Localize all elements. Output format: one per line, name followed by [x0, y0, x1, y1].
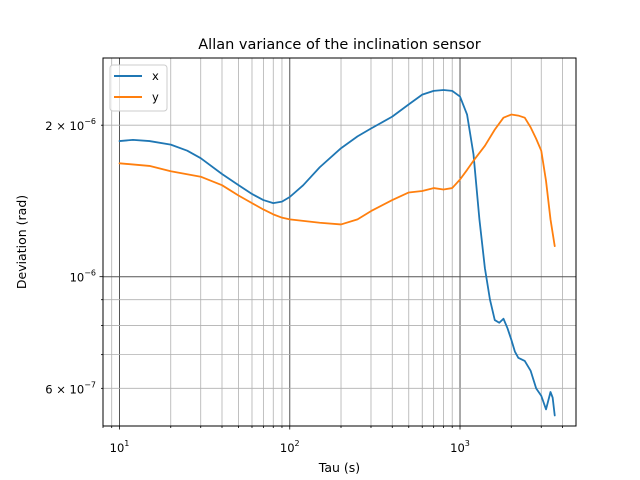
y-tick-mantissa: 10	[70, 271, 85, 285]
x-axis-label: Tau (s)	[318, 460, 360, 475]
y-tick-mantissa: 2 × 10	[45, 119, 84, 133]
y-tick-exponent: −6	[84, 117, 96, 126]
legend-label-y: y	[152, 90, 159, 104]
y-tick-label: 10−6	[70, 269, 96, 285]
x-tick-base: 10	[280, 441, 295, 455]
x-tick-exponent: 2	[295, 439, 300, 448]
y-axis-label: Deviation (rad)	[14, 195, 29, 289]
x-tick-exponent: 3	[465, 439, 470, 448]
x-tick-base: 10	[450, 441, 465, 455]
grid-lines	[102, 58, 576, 426]
legend: x y	[109, 64, 168, 112]
plot-frame	[102, 57, 577, 427]
x-tick-base: 10	[110, 441, 125, 455]
x-tick-label: 103	[450, 439, 470, 455]
series-line-y	[118, 113, 556, 248]
chart-title: Allan variance of the inclination sensor	[198, 37, 480, 53]
y-tick-exponent: −7	[84, 380, 96, 389]
legend-label-x: x	[152, 69, 159, 83]
series-lines	[118, 89, 556, 417]
plot-area-background	[103, 58, 576, 426]
y-tick-mantissa: 6 × 10	[45, 382, 84, 396]
x-tick-exponent: 1	[124, 439, 129, 448]
y-tick-exponent: −6	[84, 269, 96, 278]
x-tick-label: 102	[280, 439, 300, 455]
series-line-x	[118, 89, 556, 417]
y-tick-label: 2 × 10−6	[45, 117, 96, 133]
x-tick-label: 101	[110, 439, 130, 455]
y-tick-label: 6 × 10−7	[45, 380, 96, 396]
